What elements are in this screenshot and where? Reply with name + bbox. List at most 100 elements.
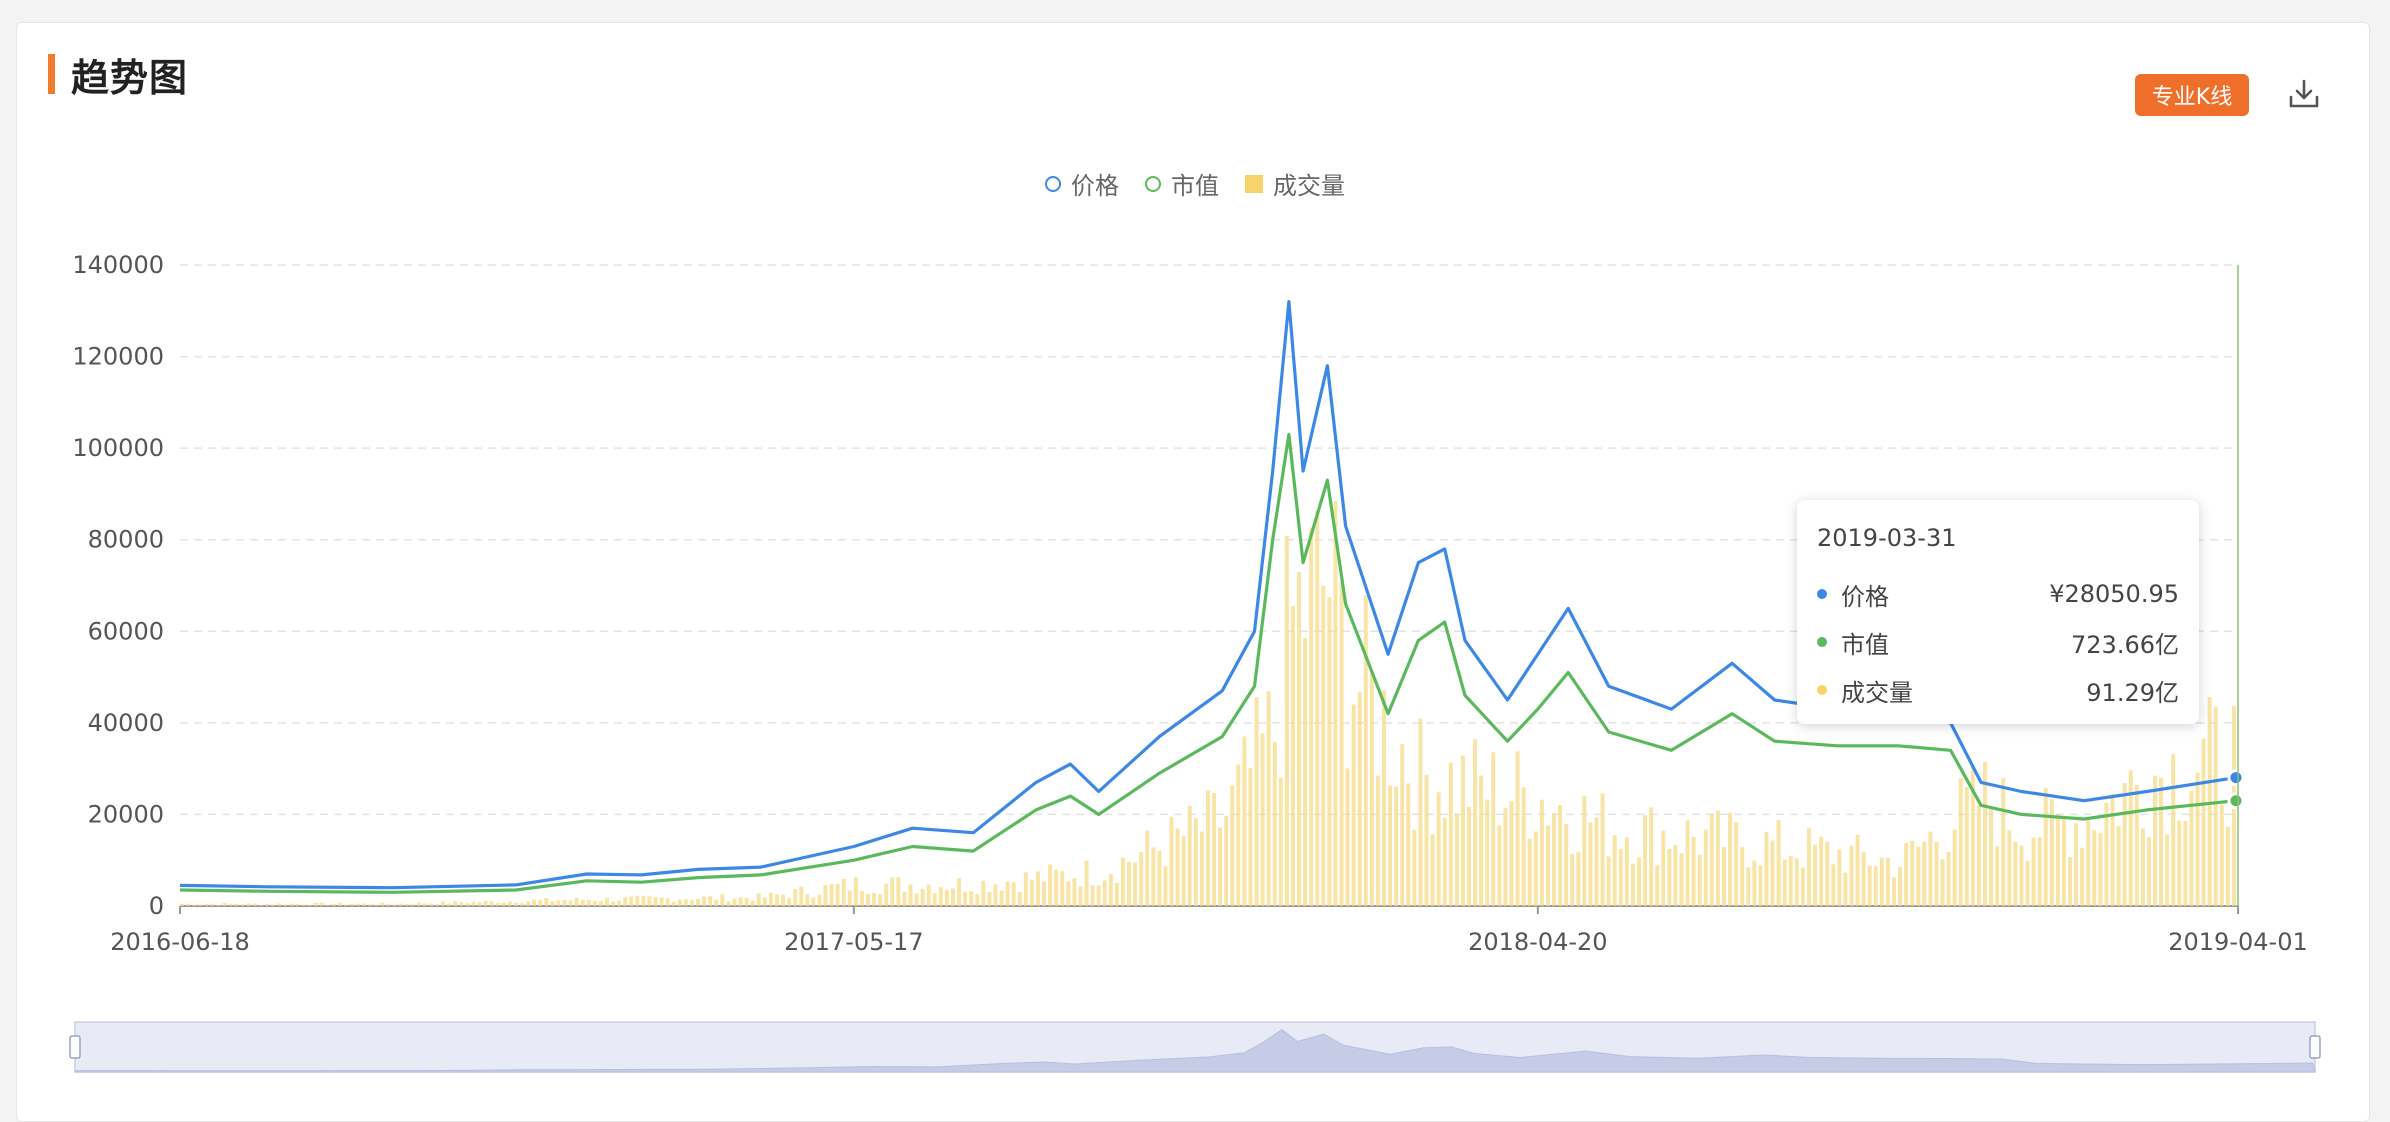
- legend-item-market-cap[interactable]: 市值: [1145, 166, 1219, 201]
- volume-bar: [1636, 857, 1641, 906]
- legend-item-price[interactable]: 价格: [1045, 166, 1119, 201]
- volume-bar: [2013, 841, 2018, 906]
- volume-bar: [1260, 733, 1265, 906]
- volume-bar: [1491, 752, 1496, 906]
- y-tick-label: 120000: [72, 343, 164, 371]
- volume-bar: [1248, 768, 1253, 906]
- volume-bar: [598, 900, 603, 906]
- volume-bar: [2025, 860, 2030, 906]
- volume-bar: [611, 901, 616, 906]
- volume-bar: [1205, 790, 1210, 906]
- volume-series: [180, 501, 2236, 906]
- volume-bar: [744, 897, 749, 906]
- y-tick-label: 140000: [72, 251, 164, 279]
- volume-bar: [228, 903, 233, 906]
- legend-item-volume[interactable]: 成交量: [1245, 166, 1345, 201]
- volume-bar: [1375, 775, 1380, 906]
- volume-bar: [944, 889, 949, 906]
- volume-bar: [2195, 772, 2200, 906]
- volume-bar: [975, 894, 980, 906]
- volume-bar: [1618, 849, 1623, 906]
- volume-bar: [1145, 830, 1150, 906]
- volume-bar: [1758, 865, 1763, 906]
- volume-bar: [1187, 805, 1192, 906]
- volume-bar: [2213, 707, 2218, 906]
- volume-bar: [908, 884, 913, 906]
- volume-bar: [568, 900, 573, 906]
- volume-bar: [2134, 784, 2139, 906]
- x-tick-label: 2016-06-18: [110, 928, 249, 956]
- volume-bar: [1442, 817, 1447, 906]
- volume-bar: [811, 897, 816, 906]
- volume-bar: [2068, 857, 2073, 906]
- volume-bar: [1224, 815, 1229, 906]
- volume-bar: [368, 904, 373, 906]
- volume-bar: [1970, 764, 1975, 906]
- volume-bar: [866, 893, 870, 906]
- zoom-handle-left[interactable]: [69, 1035, 81, 1059]
- volume-bar: [471, 901, 476, 906]
- volume-bar: [289, 903, 294, 906]
- volume-bar: [805, 894, 810, 906]
- volume-bar: [1989, 809, 1994, 906]
- volume-bar: [1655, 865, 1660, 906]
- volume-bar: [1558, 805, 1563, 906]
- volume-bar: [914, 893, 919, 906]
- volume-bar: [902, 891, 907, 906]
- volume-bar: [762, 897, 767, 906]
- volume-bar: [441, 901, 446, 906]
- volume-bar: [629, 896, 634, 906]
- volume-bar: [1321, 585, 1326, 906]
- volume-bar: [981, 880, 986, 906]
- volume-bar: [1910, 840, 1915, 906]
- volume-bar: [1242, 736, 1247, 906]
- volume-bar: [1867, 865, 1872, 906]
- volume-bar: [1454, 813, 1459, 906]
- volume-bar: [1776, 819, 1781, 906]
- volume-bar: [987, 891, 992, 906]
- volume-bar: [1163, 866, 1168, 906]
- zoom-handle-right[interactable]: [2309, 1035, 2321, 1059]
- volume-bar: [2001, 778, 2006, 906]
- volume-bar: [1679, 853, 1684, 906]
- volume-bar: [1315, 509, 1320, 906]
- volume-bar: [1539, 799, 1544, 906]
- y-tick-label: 80000: [88, 526, 164, 554]
- volume-bar: [999, 890, 1004, 906]
- x-tick-label: 2017-05-17: [784, 928, 923, 956]
- volume-bar: [1388, 785, 1393, 906]
- volume-bar: [252, 903, 257, 906]
- volume-bar: [1582, 795, 1587, 906]
- volume-bar: [623, 897, 628, 906]
- volume-bar: [2140, 828, 2145, 906]
- volume-bar: [592, 900, 597, 906]
- volume-bar: [787, 898, 792, 906]
- volume-bar: [1891, 877, 1896, 906]
- tooltip-price-dot: [1817, 589, 1827, 599]
- volume-bar: [1995, 846, 2000, 906]
- volume-bar: [1964, 786, 1969, 906]
- volume-bar: [1697, 854, 1702, 906]
- tooltip-row-volume: 成交量 91.29亿: [1817, 666, 2179, 714]
- volume-bar: [1976, 805, 1981, 906]
- volume-bar: [428, 903, 433, 906]
- download-icon[interactable]: [2286, 76, 2322, 112]
- volume-bar: [380, 902, 385, 906]
- volume-bar: [1630, 863, 1635, 906]
- volume-bar: [1770, 840, 1775, 906]
- volume-bar: [1363, 595, 1368, 906]
- volume-bar: [198, 904, 203, 906]
- volume-bar: [1952, 829, 1957, 906]
- volume-bar: [398, 903, 403, 906]
- volume-bar: [1029, 879, 1034, 906]
- volume-bar: [1661, 830, 1666, 906]
- pro-kline-button[interactable]: 专业K线: [2135, 74, 2249, 116]
- volume-bar: [720, 894, 725, 906]
- volume-bar: [2104, 802, 2109, 906]
- volume-bar: [1837, 849, 1842, 906]
- volume-bar: [896, 877, 901, 906]
- volume-bar: [1685, 820, 1690, 906]
- volume-bar: [1430, 834, 1435, 906]
- volume-bar: [1576, 852, 1581, 906]
